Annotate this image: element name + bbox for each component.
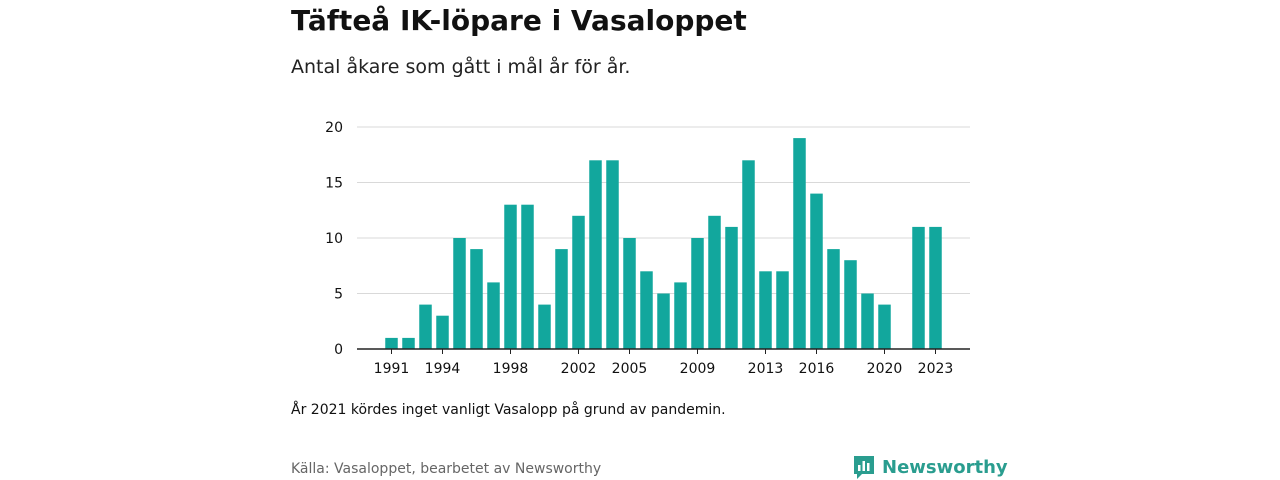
bar [623, 238, 636, 349]
bar [742, 160, 755, 349]
x-tick-label: 2023 [918, 361, 954, 377]
newsworthy-logo-icon [854, 456, 874, 479]
bar [470, 249, 483, 349]
x-tick-label: 1998 [493, 361, 529, 377]
bar [776, 271, 789, 349]
bar [504, 204, 517, 349]
chart-title: Täfteå IK-löpare i Vasaloppet [291, 4, 747, 37]
bar [487, 282, 500, 349]
bar [810, 193, 823, 349]
x-tick-label: 2020 [867, 361, 903, 377]
bar [555, 249, 568, 349]
x-tick-label: 2013 [748, 361, 784, 377]
bar [606, 160, 619, 349]
source-text: Källa: Vasaloppet, bearbetet av Newswort… [291, 461, 602, 477]
y-tick-label: 10 [325, 231, 343, 247]
x-tick-label: 2002 [561, 361, 597, 377]
bar-chart: 0 5 10 15 20 1991 1994 1998 2002 2005 2009 2013 2016… [325, 120, 970, 377]
chart-note: År 2021 kördes inget vanligt Vasalopp på… [291, 402, 726, 418]
bar [538, 304, 551, 349]
x-tick-label: 2005 [612, 361, 648, 377]
y-tick-label: 0 [334, 342, 343, 358]
chart-subtitle: Antal åkare som gått i mål år för år. [291, 56, 631, 78]
bar [827, 249, 840, 349]
x-tick-label: 2016 [799, 361, 835, 377]
bar [725, 226, 738, 349]
x-tick-label: 1994 [425, 361, 461, 377]
bar [708, 215, 721, 349]
bar [878, 304, 891, 349]
y-tick-label: 15 [325, 176, 343, 192]
bar [436, 315, 449, 349]
bar [385, 337, 398, 349]
logo-text: Newsworthy [882, 456, 1008, 478]
bar [793, 138, 806, 349]
y-tick-label: 20 [325, 120, 343, 136]
bar [759, 271, 772, 349]
bar [929, 226, 942, 349]
x-tick-label: 2009 [680, 361, 716, 377]
bar [674, 282, 687, 349]
bar [640, 271, 653, 349]
bar [402, 337, 415, 349]
y-tick-label: 5 [334, 287, 343, 303]
bar [861, 293, 874, 349]
bar [521, 204, 534, 349]
bar [572, 215, 585, 349]
bar [912, 226, 925, 349]
bar [691, 238, 704, 349]
bar [419, 304, 432, 349]
bar [589, 160, 602, 349]
bar [844, 260, 857, 349]
newsworthy-logo: Newsworthy [852, 454, 1008, 480]
bar [657, 293, 670, 349]
bar [453, 238, 466, 349]
x-tick-label: 1991 [374, 361, 410, 377]
